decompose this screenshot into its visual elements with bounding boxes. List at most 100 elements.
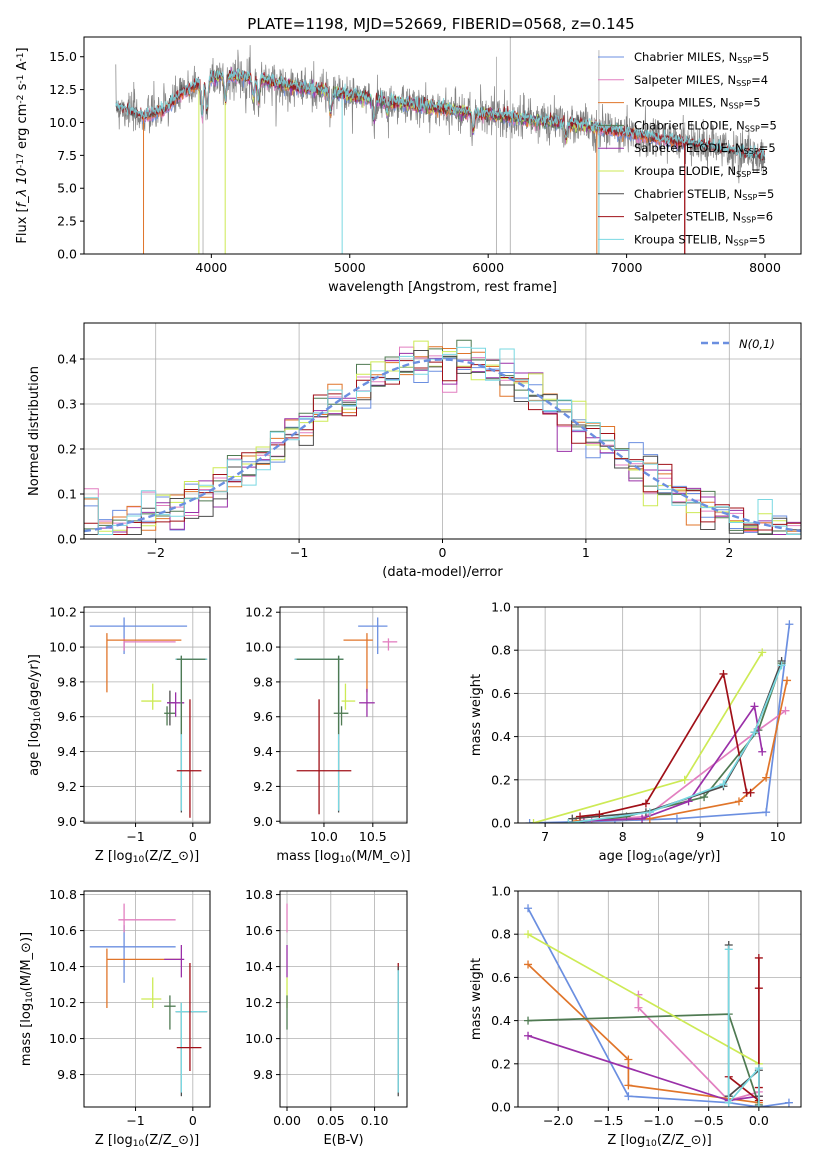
y-axis-label: mass weight xyxy=(469,958,484,1040)
label-part: SSP xyxy=(745,124,760,133)
series-marker xyxy=(624,1092,633,1101)
label-part: (M/M xyxy=(19,959,34,991)
series-marker xyxy=(754,1103,763,1107)
x-tick-label: 1 xyxy=(582,545,590,560)
panel-mass-age: 10.0 10.5 9.0 9.2 9.4 9.6 9.8 10.0 10.2 mass [log… xyxy=(245,605,410,866)
label-part: Kroupa STELIB, N xyxy=(634,232,734,246)
y-tick-label: 12.5 xyxy=(49,82,77,97)
x-tick-label: 10.5 xyxy=(359,829,387,844)
label-part: erg cm xyxy=(15,104,30,153)
y-tick-label: 1.0 xyxy=(491,600,511,615)
y-tick-label: 5.0 xyxy=(57,181,77,196)
label-part: Kroupa MILES, N xyxy=(634,96,729,110)
series-marker xyxy=(564,819,573,823)
label-part: )] xyxy=(702,1133,712,1148)
label-part: Normed distribution xyxy=(27,366,42,496)
x-axis-label: age [log10(age/yr)] xyxy=(599,849,721,865)
series-marker xyxy=(645,808,654,817)
label-part: 10 xyxy=(25,991,35,1003)
legend-label: Salpeter MILES, NSSP=4 xyxy=(634,73,768,88)
x-tick-label: 0.10 xyxy=(361,1113,389,1128)
label-part: SSP xyxy=(729,102,744,111)
series-marker xyxy=(750,702,759,711)
label-part: -1 xyxy=(16,52,26,61)
y-tick-label: 10.0 xyxy=(245,1031,273,1046)
label-part: wavelength [Angstrom, rest frame] xyxy=(328,280,557,295)
series-marker xyxy=(754,953,763,962)
axes-frame xyxy=(517,890,802,1108)
series-marker xyxy=(754,1064,763,1073)
x-tick-label: 0.05 xyxy=(317,1113,345,1128)
y-tick-label: 9.8 xyxy=(57,674,77,689)
label-part: mass [log xyxy=(19,1003,34,1066)
axes-frame xyxy=(279,890,408,1108)
axes-frame xyxy=(83,606,211,824)
y-tick-label: 9.2 xyxy=(253,779,273,794)
series-marker xyxy=(525,819,534,823)
label-part: Z [log xyxy=(95,1133,133,1148)
label-part: =5 xyxy=(752,50,769,64)
x-tick-label: −0.5 xyxy=(693,1113,723,1128)
x-tick-label: 0 xyxy=(189,1113,197,1128)
axes-frame xyxy=(83,36,802,255)
plot-area xyxy=(524,904,793,1107)
label-part: Z [log xyxy=(95,849,133,864)
x-tick-label: 5000 xyxy=(334,260,366,275)
label-part: Z [log xyxy=(607,1133,645,1148)
series-line xyxy=(727,949,760,1107)
series-marker xyxy=(576,812,585,821)
y-tick-label: 9.8 xyxy=(253,674,273,689)
legend-label: Salpeter ELODIE, NSSP=5 xyxy=(634,141,776,156)
label-part: _⊙ xyxy=(19,942,34,960)
x-axis-label: mass [log10(M/M_⊙)] xyxy=(276,849,410,865)
series-marker xyxy=(734,797,743,806)
label-part: )] xyxy=(400,849,410,864)
label-part: 10 xyxy=(133,1139,145,1149)
series-marker xyxy=(595,810,604,819)
label-part: Chabrier STELIB, N xyxy=(634,187,742,201)
label-part: 10 xyxy=(33,711,43,723)
label-part: =5 xyxy=(744,96,761,110)
label-part: -1 xyxy=(16,75,26,84)
x-tick-label: 10.0 xyxy=(310,829,338,844)
series-line xyxy=(527,933,760,1065)
y-tick-label: 0.4 xyxy=(57,352,77,367)
x-axis-label: wavelength [Angstrom, rest frame] xyxy=(328,280,557,295)
label-part: (data-model)/error xyxy=(382,565,503,580)
y-tick-label: 0.8 xyxy=(491,927,511,942)
series-line xyxy=(527,1013,760,1106)
x-tick-label: −1.0 xyxy=(643,1113,673,1128)
x-tick-label: −1 xyxy=(126,829,144,844)
label-part: SSP xyxy=(736,170,751,179)
label-part: 10 xyxy=(133,855,145,865)
y-tick-label: 9.8 xyxy=(57,1067,77,1082)
panel-spectrum: 4000 5000 6000 7000 8000 0.0 2.5 5.0 7.5 10.0 12.5… xyxy=(15,36,802,295)
panel-z-weight: −2.0 −1.5 −1.0 −0.5 0.0 0.0 0.2 0.4 0.6 0.8 1.0 Z [… xyxy=(469,884,802,1149)
label-part: SSP xyxy=(742,193,757,202)
x-tick-label: 6000 xyxy=(472,260,504,275)
series-line xyxy=(579,671,751,818)
y-tick-label: 10.8 xyxy=(49,887,77,902)
series-marker xyxy=(634,1003,643,1012)
x-tick-label: −2 xyxy=(146,545,164,560)
series-marker xyxy=(724,945,733,954)
label-part: _⊙ xyxy=(171,1133,189,1148)
series-marker xyxy=(758,747,767,756)
x-axis-label: Z [log10(Z/Z_⊙)] xyxy=(95,849,199,865)
label-part: (Z/Z xyxy=(657,1133,684,1148)
label-part: =5 xyxy=(760,118,777,132)
label-part: _⊙ xyxy=(171,849,189,864)
legend-label: Kroupa ELODIE, NSSP=3 xyxy=(634,164,768,179)
y-tick-label: 9.2 xyxy=(57,779,77,794)
label-part: =4 xyxy=(751,73,768,87)
label-part: =6 xyxy=(756,210,773,224)
label-part: Flux [ xyxy=(15,207,30,243)
y-axis-label: mass weight xyxy=(469,674,484,756)
series-line xyxy=(637,994,760,1102)
legend-label: N(0,1) xyxy=(739,337,775,351)
y-tick-label: 10.0 xyxy=(49,640,77,655)
axes-frame xyxy=(517,606,802,824)
x-tick-label: 2 xyxy=(725,545,733,560)
x-tick-label: 0 xyxy=(439,545,447,560)
